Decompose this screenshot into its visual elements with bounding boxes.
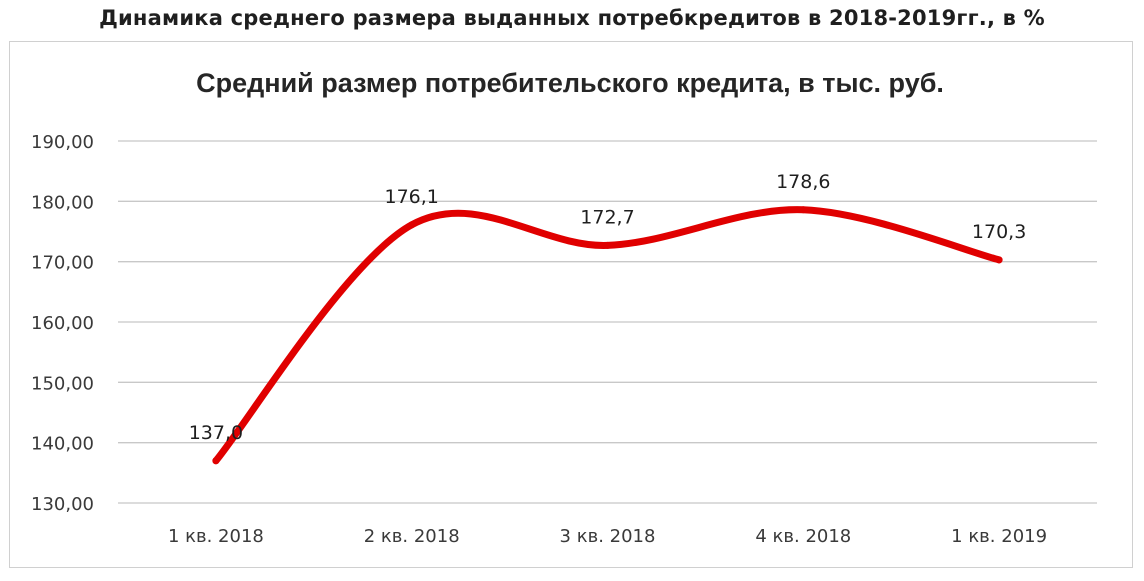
- chart-title: Средний размер потребительского кредита,…: [196, 68, 944, 98]
- data-labels: 137,0 176,1 172,7 178,6 170,3: [189, 171, 1027, 444]
- data-point: [995, 256, 1003, 264]
- gridlines: [118, 140, 1097, 504]
- series-line: [212, 206, 1003, 465]
- y-tick-label: 150,00: [31, 373, 94, 394]
- x-tick-label: 2 кв. 2018: [364, 526, 460, 547]
- y-tick-label: 170,00: [31, 253, 94, 274]
- y-tick-label: 160,00: [31, 313, 94, 334]
- y-tick-label: 140,00: [31, 434, 94, 455]
- data-point: [212, 457, 220, 465]
- x-tick-label: 1 кв. 2019: [951, 526, 1047, 547]
- data-point: [408, 221, 416, 229]
- x-tick-label: 1 кв. 2018: [168, 526, 264, 547]
- series: [212, 206, 1003, 465]
- x-axis-ticks: 1 кв. 2018 2 кв. 2018 3 кв. 2018 4 кв. 2018…: [168, 526, 1047, 547]
- page-title: Динамика среднего размера выданных потре…: [99, 6, 1045, 30]
- y-tick-label: 130,00: [31, 494, 94, 515]
- chart-frame: [9, 41, 1133, 568]
- data-label: 178,6: [776, 171, 830, 193]
- data-point: [799, 206, 807, 214]
- y-axis-ticks: 130,00 140,00 150,00 160,00 170,00 180,00 190,…: [31, 132, 94, 515]
- data-label: 172,7: [580, 206, 634, 228]
- x-tick-label: 4 кв. 2018: [755, 526, 851, 547]
- y-tick-label: 180,00: [31, 192, 94, 213]
- y-tick-label: 190,00: [31, 132, 94, 153]
- data-point: [604, 241, 611, 249]
- data-label: 137,0: [189, 422, 243, 444]
- data-label: 176,1: [384, 186, 438, 208]
- x-tick-label: 3 кв. 2018: [560, 526, 656, 547]
- data-label: 170,3: [972, 221, 1026, 243]
